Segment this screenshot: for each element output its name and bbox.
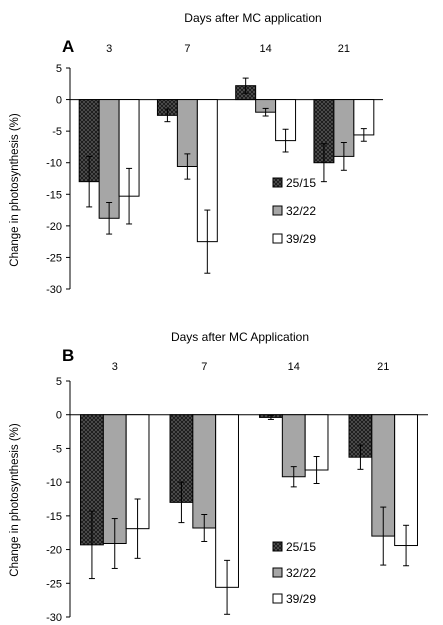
y-tick-label: -15 [46, 511, 62, 523]
panel-b-ylabel: Change in photosynthesis (%) [9, 423, 21, 577]
panel-a-ylabel: Change in photosynthesis (%) [9, 113, 21, 267]
y-tick-label: -20 [46, 221, 62, 233]
x-category-label: 21 [338, 43, 350, 55]
y-tick-label: -5 [52, 126, 62, 138]
x-category-label: 14 [260, 43, 272, 55]
panel-a-plot: 5 0 -5 -10 -15 -20 -25 -30 3 7 14 21 25/15 32/22 39/29 [46, 43, 383, 296]
legend-swatch [272, 177, 283, 188]
y-tick-label: -10 [46, 477, 62, 489]
y-tick-label: -25 [46, 252, 62, 264]
x-category-label: 7 [184, 43, 190, 55]
legend-label: 39/29 [286, 592, 316, 606]
panel-a-letter: A [62, 37, 74, 56]
x-category-label: 3 [106, 43, 112, 55]
legend-swatch [272, 541, 283, 552]
legend-swatch [272, 567, 283, 578]
y-tick-label: 0 [56, 95, 62, 107]
y-tick-label: 0 [56, 410, 62, 422]
panel-b-title: Days after MC Application [171, 330, 309, 344]
y-tick-label: -30 [46, 612, 62, 624]
y-tick-label: 5 [56, 376, 62, 388]
legend-swatch [272, 205, 283, 216]
x-category-label: 14 [288, 361, 300, 373]
legend-label: 25/15 [286, 540, 316, 554]
x-category-label: 3 [112, 361, 118, 373]
y-tick-label: -30 [46, 284, 62, 296]
panel-a-title: Days after MC application [184, 11, 321, 25]
legend-label: 39/29 [286, 232, 316, 246]
legend-swatch [272, 233, 283, 244]
legend-label: 25/15 [286, 176, 316, 190]
bar-32-22-day-7 [192, 414, 217, 529]
legend-swatch [272, 593, 283, 604]
y-tick-label: -25 [46, 578, 62, 590]
panel-b-letter: B [62, 346, 74, 365]
legend-label: 32/22 [286, 204, 316, 218]
y-tick-label: -5 [52, 443, 62, 455]
y-tick-label: 5 [56, 63, 62, 75]
x-category-label: 7 [201, 361, 207, 373]
y-tick-label: -10 [46, 158, 62, 170]
bar-32-22-day-3 [98, 99, 120, 219]
y-tick-label: -20 [46, 545, 62, 557]
panel-b-plot: 5 0 -5 -10 -15 -20 -25 -30 3 7 14 21 25/15 32/22 39/29 [46, 361, 428, 624]
y-tick-label: -15 [46, 189, 62, 201]
legend-label: 32/22 [286, 566, 316, 580]
x-category-label: 21 [377, 361, 389, 373]
